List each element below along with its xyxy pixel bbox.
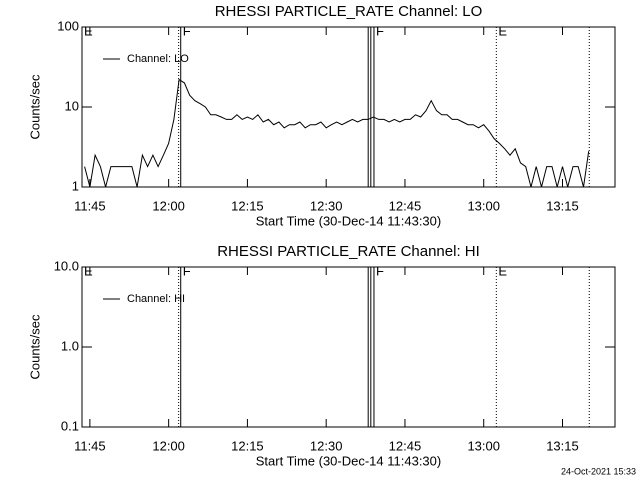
x-tick-label: 12:15 [231, 438, 264, 453]
y-tick-label: 0.1 [61, 418, 79, 433]
x-tick-label: 11:45 [74, 198, 106, 213]
x-tick-label: 11:45 [74, 438, 106, 453]
data-line [84, 78, 590, 188]
x-tick-label: 12:15 [231, 198, 264, 213]
x-tick-label: 12:00 [152, 198, 185, 213]
y-axis-label: Counts/sec [27, 74, 42, 140]
x-tick-label: 13:00 [467, 438, 500, 453]
y-tick-label: 10 [65, 98, 79, 113]
y-tick-label: 1.0 [61, 338, 79, 353]
plot-frame [81, 26, 616, 188]
event-label: E [498, 23, 507, 38]
event-label: E [498, 263, 507, 278]
y-tick-label: 100 [57, 18, 79, 33]
y-tick-label: 10.0 [54, 258, 79, 273]
chart-title: RHESSI PARTICLE_RATE Channel: HI [217, 243, 480, 260]
plot-frame [81, 266, 616, 428]
legend-label: Channel: HI [127, 293, 185, 305]
x-tick-label: 12:30 [310, 438, 343, 453]
y-axis-label: Counts/sec [27, 314, 42, 380]
x-axis-label: Start Time (30-Dec-14 11:43:30) [256, 213, 441, 228]
x-tick-label: 12:45 [389, 198, 422, 213]
event-label: F [376, 23, 384, 38]
y-tick-label: 1 [72, 178, 79, 193]
x-tick-label: 13:00 [467, 198, 500, 213]
event-label: E [84, 263, 93, 278]
legend-label: Channel: LO [127, 53, 189, 65]
chart-title: RHESSI PARTICLE_RATE Channel: LO [215, 3, 483, 20]
x-axis-label: Start Time (30-Dec-14 11:43:30) [256, 453, 441, 468]
x-tick-label: 13:15 [546, 438, 579, 453]
event-label: F [183, 263, 191, 278]
x-tick-label: 13:15 [546, 198, 579, 213]
footer: 24-Oct-2021 15:33 [561, 466, 636, 476]
x-tick-label: 12:30 [310, 198, 343, 213]
x-tick-label: 12:00 [152, 438, 185, 453]
x-tick-label: 12:45 [389, 438, 422, 453]
event-label: E [84, 23, 93, 38]
event-label: F [376, 263, 384, 278]
event-label: F [183, 23, 191, 38]
